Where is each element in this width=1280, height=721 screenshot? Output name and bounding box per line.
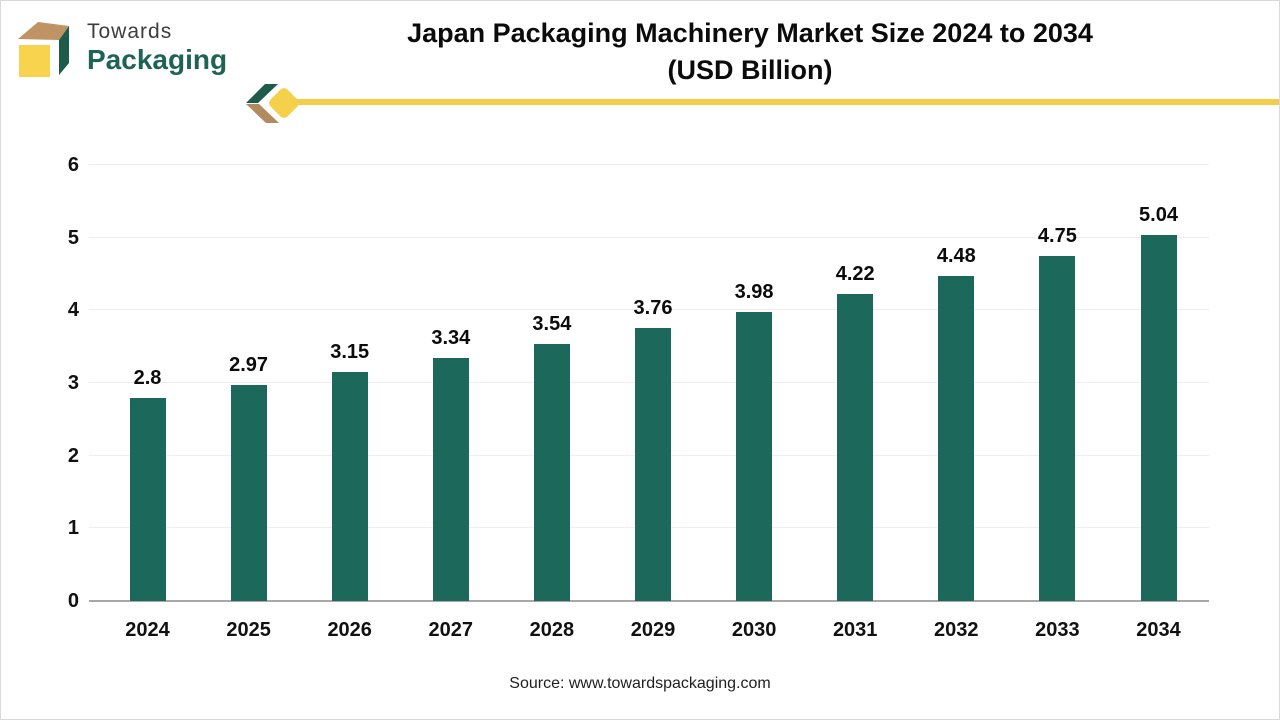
chart-bar	[1039, 255, 1076, 601]
gridline	[89, 309, 1209, 310]
bar-value-label: 4.22	[835, 263, 875, 286]
y-axis-tick-label: 5	[67, 227, 79, 249]
logo-cube-icon	[18, 22, 69, 77]
chart-bar	[1140, 234, 1177, 601]
bar-value-label: 5.04	[1139, 203, 1178, 226]
gridline	[89, 164, 1209, 165]
chevron-accent-icon	[246, 84, 299, 123]
chart-title: Japan Packaging Machinery Market Size 20…	[231, 15, 1269, 89]
x-axis-category-label: 2034	[1136, 619, 1181, 641]
x-axis-category-label: 2030	[731, 619, 777, 641]
chart-bar	[533, 343, 570, 601]
bar-value-label: 4.75	[1037, 224, 1077, 247]
bar-value-label: 3.15	[330, 341, 370, 364]
chart-title-line2: (USD Billion)	[667, 55, 833, 85]
x-axis-category-label: 2029	[630, 619, 676, 641]
chart-title-line1: Japan Packaging Machinery Market Size 20…	[407, 18, 1093, 48]
y-axis-tick-label: 3	[67, 372, 79, 394]
x-axis-category-label: 2031	[832, 619, 878, 641]
y-axis-tick-label: 4	[67, 299, 79, 321]
y-axis-tick-label: 2	[67, 445, 79, 467]
y-axis-tick-label: 6	[67, 154, 79, 176]
chart-bar	[635, 327, 671, 601]
accent-divider-line	[293, 99, 1279, 105]
x-axis-category-label: 2024	[125, 619, 170, 641]
source-text: Source: www.towardspackaging.com	[509, 675, 771, 692]
bar-value-label: 3.76	[633, 296, 673, 319]
x-axis-category-label: 2033	[1035, 619, 1080, 641]
logo-brand-towards: Towards	[87, 20, 173, 43]
chart-bar	[837, 294, 874, 601]
logo-wordmark: Towards Packaging	[87, 19, 247, 75]
towards-packaging-logo: Towards Packaging	[6, 7, 246, 87]
y-axis-tick-label: 0	[67, 590, 79, 612]
bar-value-label: 3.98	[734, 280, 774, 303]
bar-value-label: 2.97	[229, 354, 269, 377]
gridline	[89, 237, 1209, 238]
x-axis-category-label: 2026	[327, 619, 372, 641]
chart-bar	[129, 397, 166, 601]
chart-bar	[938, 275, 975, 601]
x-axis-category-label: 2027	[428, 619, 474, 641]
bar-value-label: 3.54	[532, 312, 572, 335]
x-axis-category-label: 2032	[934, 619, 979, 641]
chart-bar	[331, 372, 368, 601]
y-axis-tick-label: 1	[67, 517, 79, 539]
x-axis-baseline	[89, 600, 1209, 602]
logo-brand-packaging: Packaging	[87, 44, 228, 75]
x-axis-category-label: 2028	[529, 619, 575, 641]
bar-value-label: 3.34	[431, 327, 471, 350]
chart-bar	[432, 358, 469, 601]
chart-bar	[736, 311, 773, 601]
chart-bar	[230, 385, 267, 601]
bar-value-label: 2.8	[133, 366, 162, 389]
bar-value-label: 4.48	[936, 244, 976, 267]
x-axis-category-label: 2025	[226, 619, 271, 641]
